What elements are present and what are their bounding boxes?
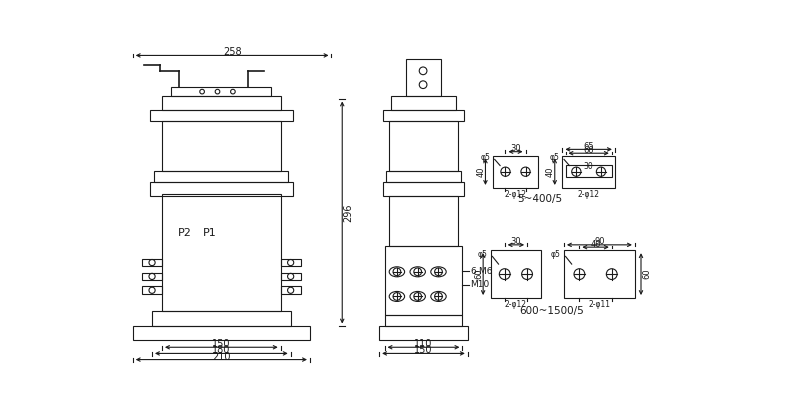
Text: 2-φ12: 2-φ12 [505,300,526,309]
Text: 2-φ12: 2-φ12 [578,190,600,198]
Text: 40: 40 [546,166,554,177]
Text: 150: 150 [212,339,230,349]
Text: 210: 210 [212,352,230,362]
Text: 180: 180 [212,345,230,355]
Bar [406,59,441,96]
Bar [171,87,271,96]
Bar [281,273,301,280]
Bar [142,259,162,266]
Text: 2-φ12: 2-φ12 [505,190,526,198]
Text: 30: 30 [584,162,594,171]
Text: 2-φ11: 2-φ11 [589,300,610,309]
Text: φ5: φ5 [478,250,488,259]
Text: 296: 296 [343,203,354,222]
Text: 40: 40 [590,240,601,249]
Bar [379,327,468,340]
Text: 5~400/5: 5~400/5 [517,194,562,204]
Bar [162,96,281,110]
Bar [493,156,538,188]
Bar [564,250,635,298]
Text: φ5: φ5 [550,153,559,162]
Text: 30: 30 [510,144,521,153]
Bar [390,96,456,110]
Text: 30: 30 [510,237,521,246]
Text: 60: 60 [642,269,651,279]
Bar [152,311,290,327]
Text: 600~1500/5: 600~1500/5 [519,306,584,316]
Bar [142,286,162,294]
Bar [281,259,301,266]
Text: 65: 65 [583,142,594,151]
Bar [133,327,310,340]
Bar [385,246,462,315]
Bar [566,165,612,177]
Bar [150,182,293,196]
Text: 90: 90 [594,237,605,246]
Bar [383,110,464,121]
Bar [562,156,615,188]
Bar [491,250,541,298]
Bar [385,315,462,327]
Text: M10: M10 [470,280,490,289]
Text: 110: 110 [414,339,433,349]
Bar [150,110,293,121]
Bar [162,194,281,311]
Text: 60: 60 [583,146,594,156]
Bar [162,121,281,171]
Text: 258: 258 [223,47,242,57]
Bar [142,273,162,280]
Bar [281,286,301,294]
Text: 40: 40 [476,166,486,177]
Text: φ5: φ5 [551,250,561,259]
Bar [390,121,458,171]
Text: P2: P2 [178,228,192,238]
Text: 60: 60 [474,269,483,279]
Bar [390,196,458,246]
Bar [386,171,461,182]
Text: φ5: φ5 [480,153,490,162]
Text: 6-M6: 6-M6 [470,266,493,276]
Text: 150: 150 [414,345,433,355]
Text: P1: P1 [203,228,217,238]
Bar [383,182,464,196]
Bar [154,171,288,182]
